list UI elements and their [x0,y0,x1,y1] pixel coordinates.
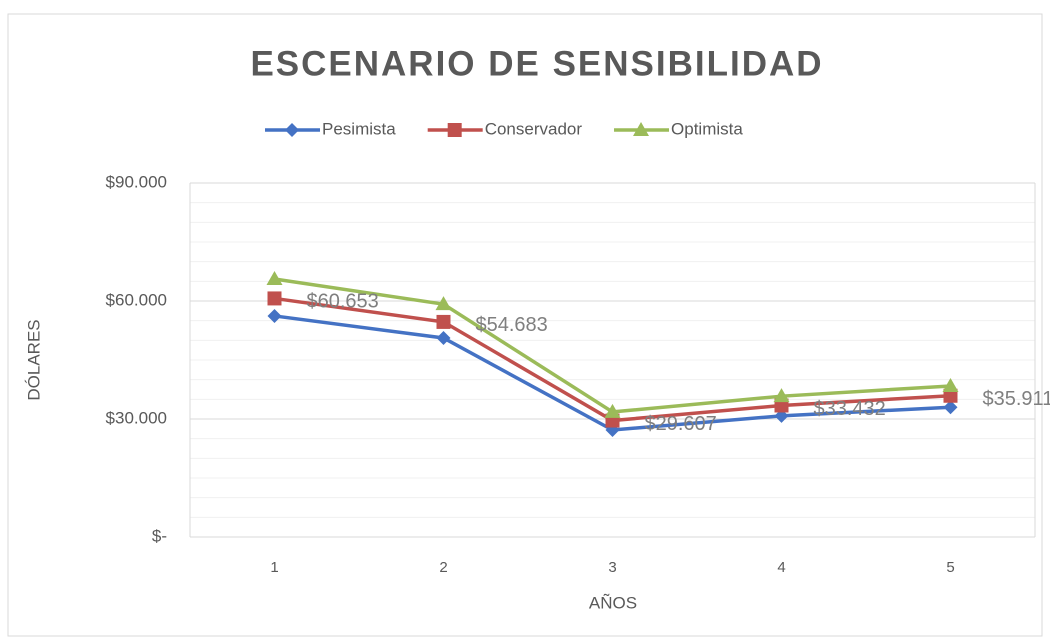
chart-title: ESCENARIO DE SENSIBILIDAD [250,44,823,83]
x-tick-label: 1 [270,559,278,576]
point-marker [267,308,282,323]
y-tick-label: $90.000 [106,172,167,191]
point-marker [942,377,959,392]
y-axis-title: DÓLARES [24,319,43,400]
data-label: $29.607 [645,413,717,435]
x-tick-label: 3 [608,559,616,576]
x-tick-label: 2 [439,559,447,576]
legend-marker [447,123,462,137]
point-marker [943,388,958,403]
chart-border [7,13,1043,637]
point-marker [604,403,621,418]
point-marker [435,296,452,311]
legend-marker [285,123,299,137]
y-tick-label: $60.000 [106,290,167,309]
data-label: $54.683 [476,314,548,336]
data-label: $60.653 [307,291,379,313]
point-marker [436,330,451,345]
x-axis-title: AÑOS [589,593,637,612]
x-tick-label: 5 [946,559,954,576]
y-tick-label: $30.000 [106,408,167,427]
point-marker [943,400,958,415]
legend-label: Pesimista [322,119,396,138]
legend-marker [633,122,650,136]
y-tick-label: $- [152,526,167,545]
point-marker [773,388,790,403]
point-marker [266,270,283,285]
point-marker [267,291,282,306]
x-tick-label: 4 [777,559,785,576]
legend-label: Optimista [671,119,743,138]
point-marker [436,314,451,329]
data-label: $35.911 [983,388,1050,410]
data-label: $33.432 [814,398,886,420]
legend-label: Conservador [485,119,583,138]
